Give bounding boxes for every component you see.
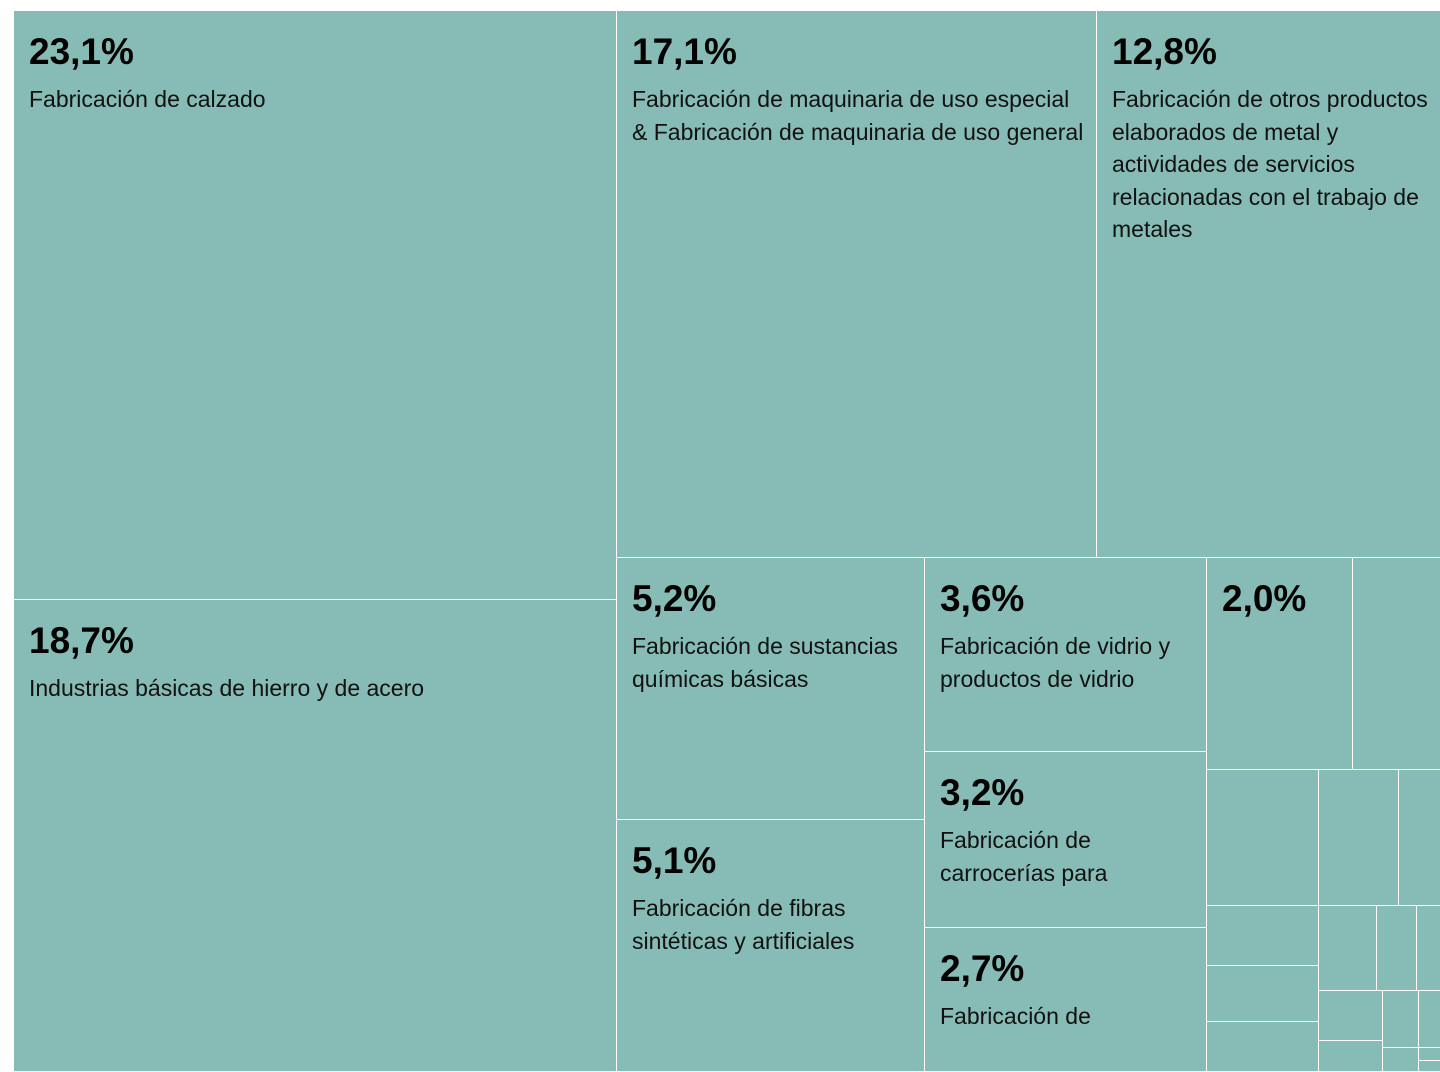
category-label: Fabricación de otros productos elaborado…	[1112, 86, 1428, 242]
treemap-cell	[1418, 1047, 1440, 1061]
value-label: 3,2%	[940, 772, 1025, 813]
value-label: 5,1%	[632, 840, 717, 881]
treemap-cell	[1418, 1060, 1440, 1072]
treemap-cell: 5,2% Fabricación de sustancias químicas b…	[616, 557, 925, 820]
treemap-cell: 23,1% Fabricación de calzado	[13, 10, 617, 600]
treemap-cell	[1318, 905, 1377, 991]
treemap-cell: 12,8% Fabricación de otros productos elab…	[1096, 10, 1440, 558]
treemap-cell: 3,6% Fabricación de vidrio y productos de…	[924, 557, 1207, 752]
value-label: 2,0%	[1222, 578, 1307, 619]
treemap-cell	[1416, 905, 1440, 991]
treemap-cell: 2,7% Fabricación de	[924, 927, 1207, 1072]
treemap-cell	[1318, 990, 1383, 1041]
value-label: 23,1%	[29, 31, 134, 72]
treemap-cell	[1382, 990, 1419, 1048]
treemap-cell: 17,1% Fabricación de maquinaria de uso es…	[616, 10, 1097, 558]
value-label: 2,7%	[940, 948, 1025, 989]
category-label: Fabricación de maquinaria de uso especia…	[632, 86, 1084, 145]
category-label: Industrias básicas de hierro y de acero	[29, 675, 425, 701]
category-label: Fabricación de calzado	[29, 86, 266, 112]
treemap-cell	[1352, 557, 1440, 770]
category-label: Fabricación de sustancias químicas básic…	[632, 633, 898, 692]
treemap-cell: 2,0%	[1206, 557, 1353, 770]
category-label: Fabricación de	[940, 1003, 1091, 1029]
category-label: Fabricación de fibras sintéticas y artif…	[632, 895, 855, 954]
treemap-cell	[1318, 1040, 1383, 1072]
value-label: 5,2%	[632, 578, 717, 619]
treemap-cell: 5,1% Fabricación de fibras sintéticas y a…	[616, 819, 925, 1072]
treemap-cell	[1376, 905, 1417, 991]
treemap-cell	[1206, 965, 1319, 1022]
category-label: Fabricación de vidrio y productos de vid…	[940, 633, 1171, 692]
treemap-cell	[1382, 1047, 1419, 1072]
treemap-cell: 18,7% Industrias básicas de hierro y de a…	[13, 599, 617, 1072]
treemap-cell	[1206, 905, 1319, 966]
treemap-cell	[1398, 769, 1440, 906]
value-label: 17,1%	[632, 31, 737, 72]
value-label: 12,8%	[1112, 31, 1217, 72]
treemap-cell	[1206, 769, 1319, 906]
category-label: Fabricación de carrocerías para	[940, 827, 1108, 886]
treemap-cell	[1318, 769, 1399, 906]
treemap-cell	[1418, 990, 1440, 1048]
treemap-cell: 3,2% Fabricación de carrocerías para	[924, 751, 1207, 928]
value-label: 18,7%	[29, 620, 134, 661]
treemap-cell	[1206, 1021, 1319, 1072]
value-label: 3,6%	[940, 578, 1025, 619]
